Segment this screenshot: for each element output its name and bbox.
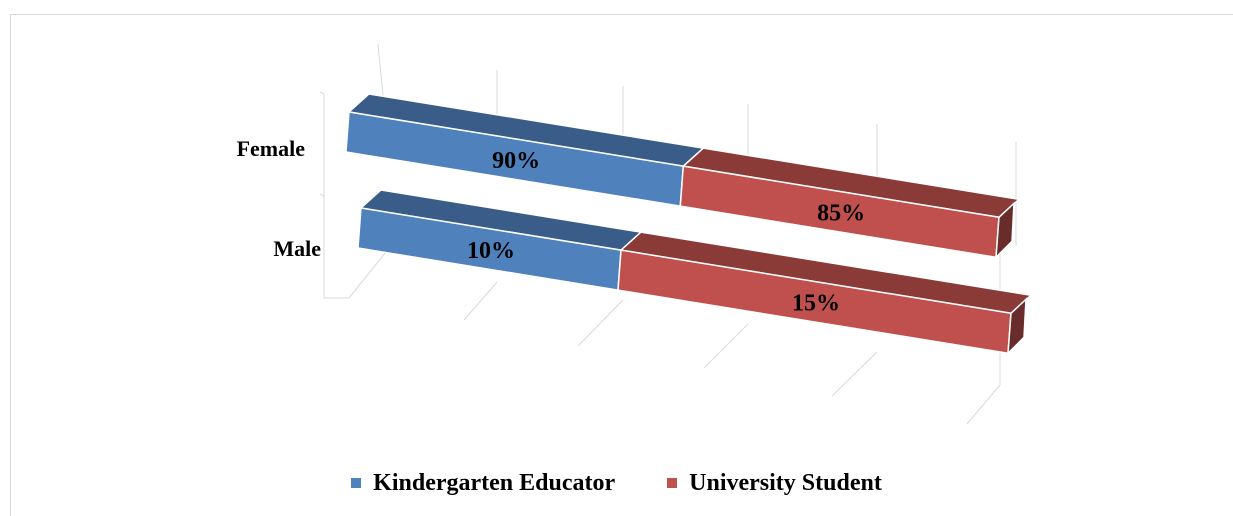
legend-label-kindergarten-educator: Kindergarten Educator	[373, 469, 616, 496]
bar-end-female-university-student	[995, 201, 1015, 260]
floor-gridline-3	[703, 323, 749, 369]
value-label-female-university-student: 85%	[817, 201, 865, 227]
labels: Female Male 90% 85% 10% 15%	[237, 136, 866, 317]
category-label-male: Male	[273, 236, 321, 261]
legend-swatch-university-student	[667, 478, 678, 488]
chart-frame	[10, 14, 1233, 516]
value-label-female-kindergarten-educator: 90%	[492, 148, 540, 174]
floor-gridline-1	[463, 281, 498, 321]
category-tick	[319, 193, 325, 197]
category-axis	[319, 91, 349, 299]
bar-end-male-university-student	[1007, 297, 1027, 356]
legend-item-kindergarten-educator: Kindergarten Educator	[351, 470, 615, 497]
value-label-male-kindergarten-educator: 10%	[467, 238, 515, 264]
category-axis-line	[319, 91, 349, 299]
legend-swatch-kindergarten-educator	[351, 478, 362, 488]
floor-gridline-4	[831, 351, 878, 397]
legend-label-university-student: University Student	[689, 469, 882, 496]
category-label-female: Female	[237, 136, 306, 161]
floor-gridline-0	[348, 251, 387, 299]
legend: Kindergarten Educator University Student	[0, 466, 1233, 500]
floor-gridline-5	[966, 384, 1001, 425]
value-label-male-university-student: 15%	[792, 291, 840, 317]
floor-gridline-2	[577, 299, 624, 347]
bars	[345, 93, 1033, 356]
legend-item-university-student: University Student	[667, 470, 882, 497]
